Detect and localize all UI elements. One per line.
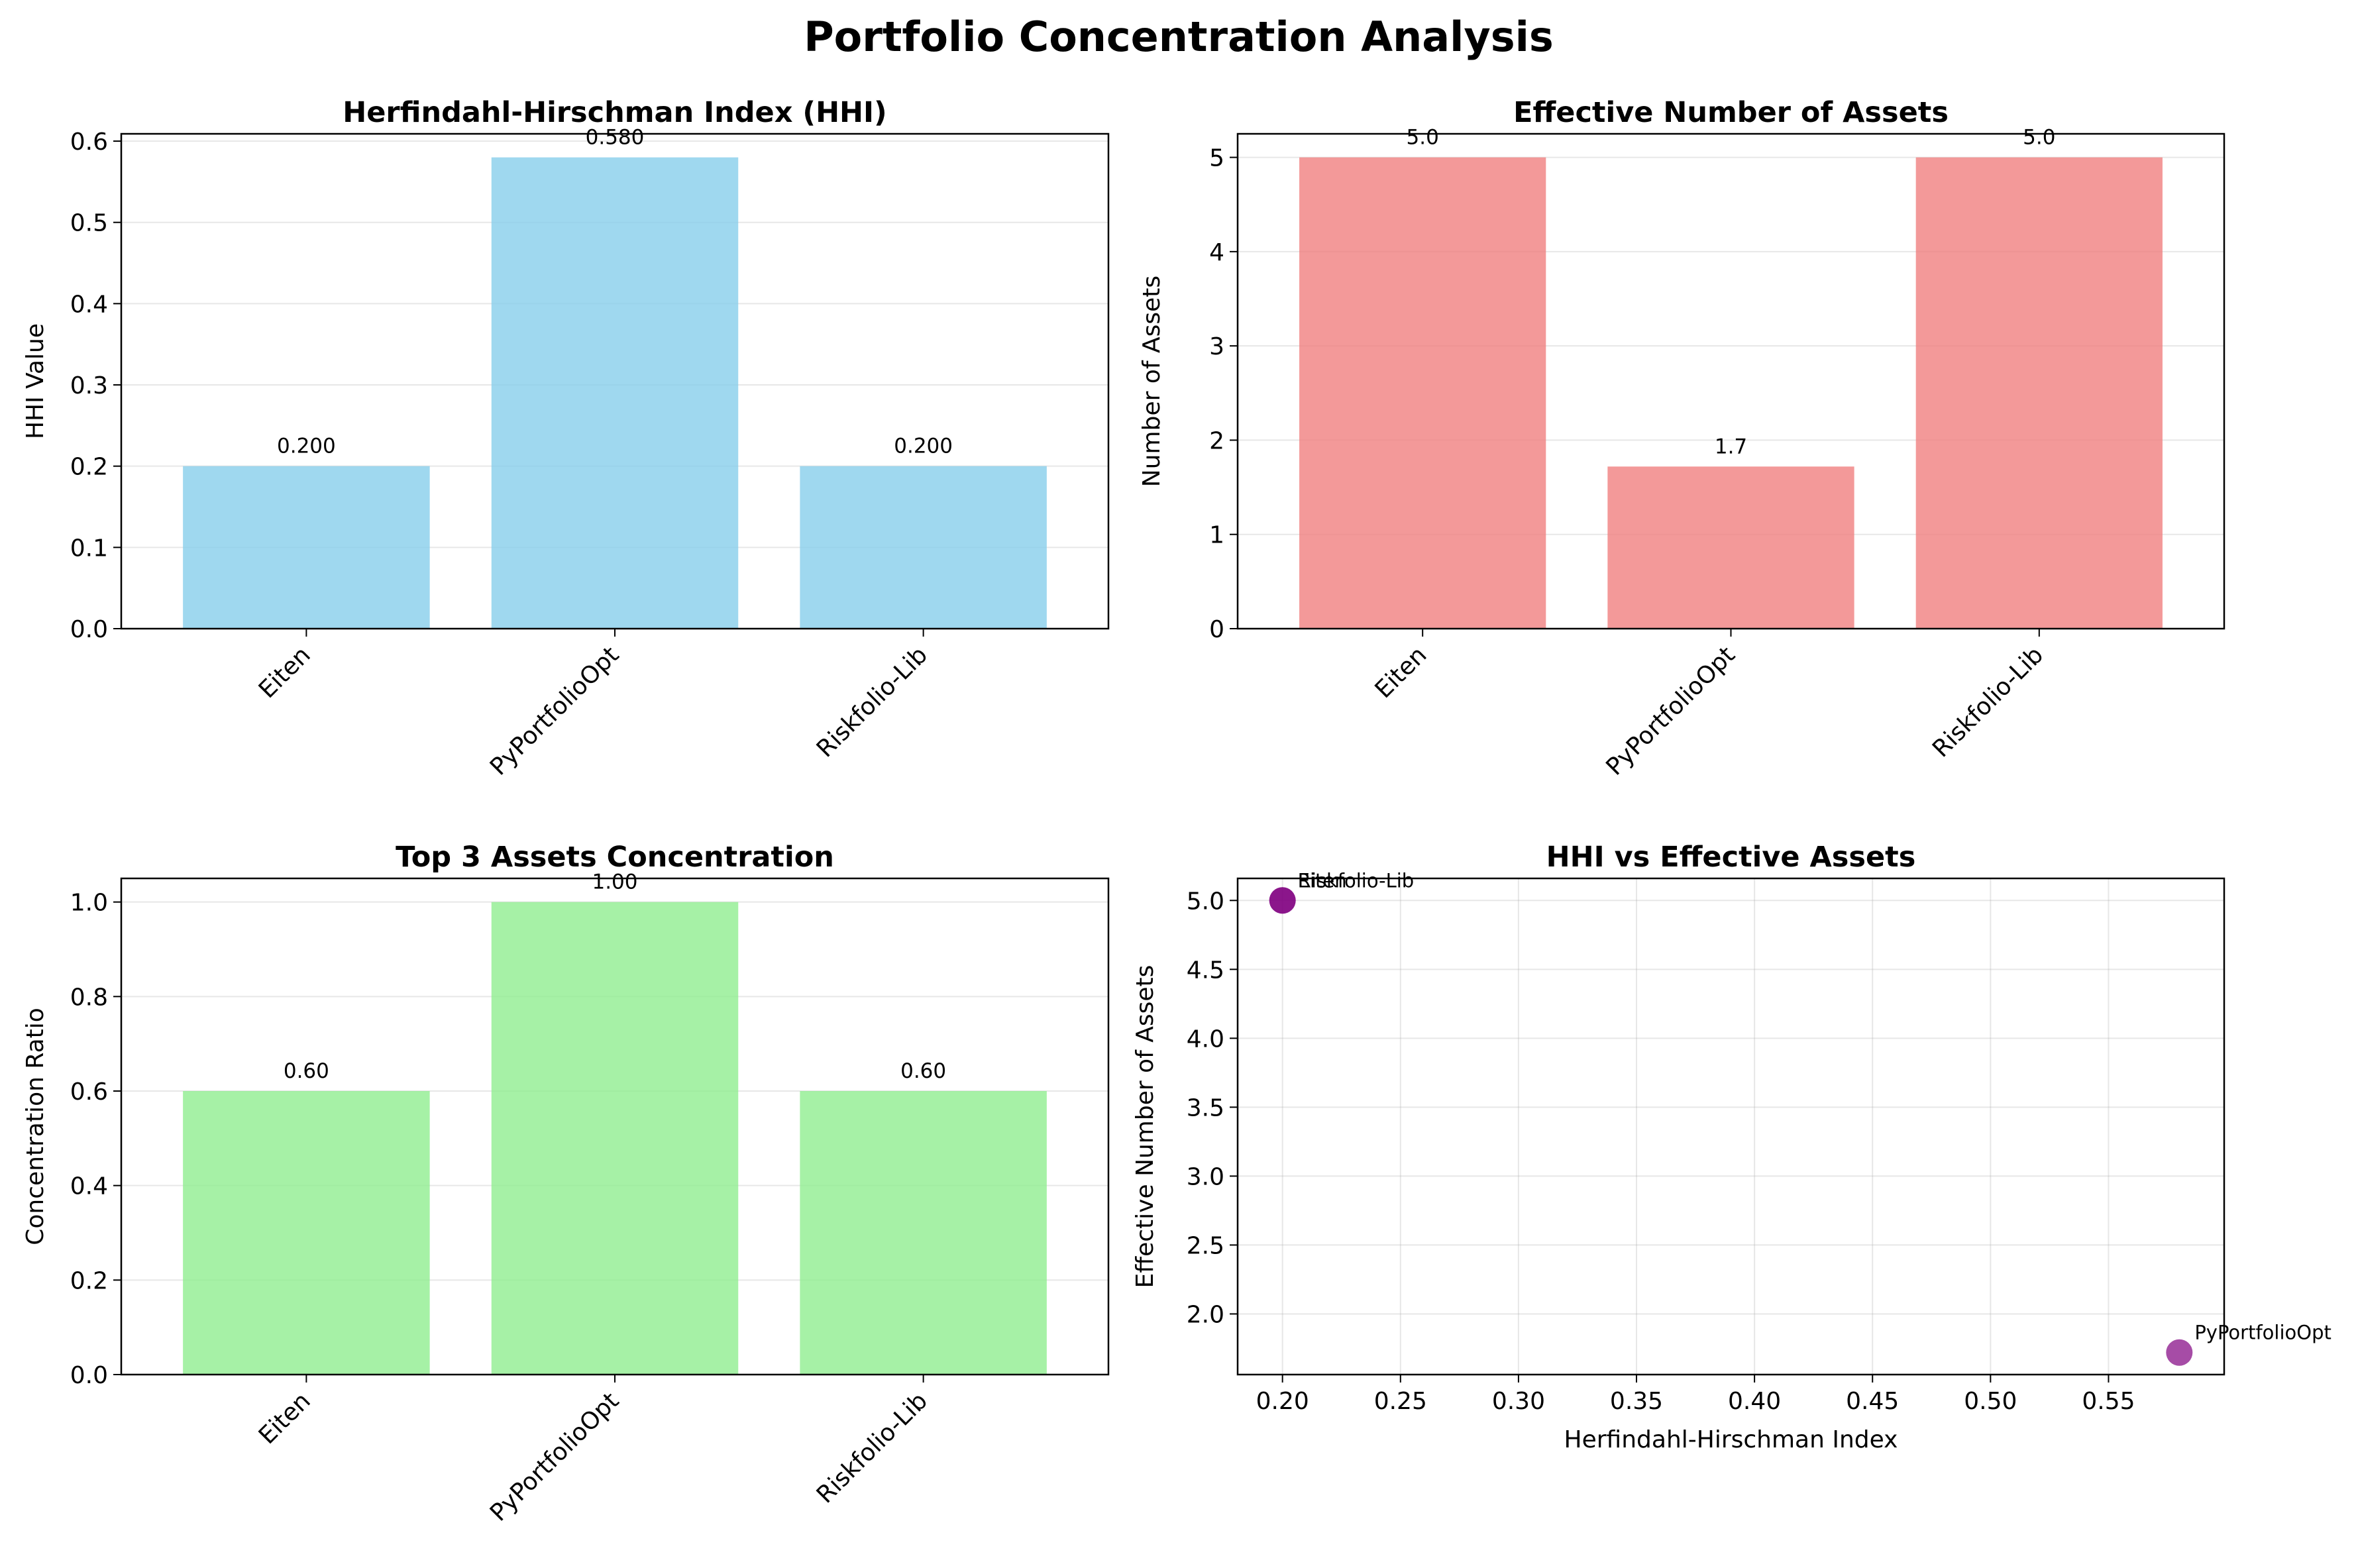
- bar-value-label: 1.7: [1715, 435, 1747, 458]
- chart-title: Top 3 Assets Concentration: [396, 841, 834, 874]
- y-tick-label: 4.5: [1187, 957, 1224, 984]
- y-tick-label: 4.0: [1187, 1025, 1224, 1053]
- bar-eiten: [183, 466, 430, 629]
- y-tick-label: 2.0: [1187, 1301, 1224, 1328]
- bar-eiten: [1299, 157, 1546, 629]
- x-tick-label: Riskfolio-Lib: [1927, 641, 2049, 762]
- x-tick-label: Riskfolio-Lib: [812, 1387, 933, 1508]
- x-tick-label: 0.25: [1374, 1388, 1427, 1415]
- y-tick-label: 0.2: [70, 454, 108, 481]
- bar-value-label: 0.60: [284, 1059, 329, 1083]
- chart-panel-1: 0.0 0.1 0.2 0.3 0.4 0.5 0.6 0.200 Eiten 0.580 PyPo…: [22, 96, 1110, 781]
- x-tick-label: 0.35: [1610, 1388, 1663, 1415]
- y-axis-label: Number of Assets: [1138, 276, 1165, 487]
- chart-panel-2: 0 1 2 3 4 5 5.0 Eiten 1.7 PyPortfolioOpt 5.0 Riskfo…: [1138, 96, 2225, 781]
- chart-title: HHI vs Effective Assets: [1546, 841, 1916, 874]
- bar-value-label: 0.580: [586, 126, 645, 150]
- bar-pyportfolioopt: [491, 157, 739, 629]
- scatter-point-riskfolio-lib: [1269, 887, 1296, 914]
- chart-title: Herfindahl-Hirschman Index (HHI): [343, 96, 886, 129]
- x-tick-label: 0.40: [1728, 1388, 1781, 1415]
- x-tick-label: 0.50: [1964, 1388, 2017, 1415]
- x-axis-label: Herfindahl-Hirschman Index: [1564, 1426, 1898, 1453]
- scatter-point-label: PyPortfolioOpt: [2194, 1322, 2331, 1344]
- y-tick-label: 0.1: [70, 535, 108, 562]
- bar-pyportfolioopt: [491, 902, 739, 1375]
- y-tick-label: 1.0: [70, 890, 108, 917]
- bar-eiten: [183, 1091, 430, 1375]
- y-tick-label: 1: [1209, 522, 1224, 549]
- y-tick-label: 3: [1209, 333, 1224, 360]
- y-tick-label: 0.8: [70, 984, 108, 1011]
- x-tick-label: Eiten: [254, 641, 316, 704]
- chart-title: Effective Number of Assets: [1513, 96, 1949, 129]
- bar-value-label: 5.0: [1407, 126, 1439, 150]
- axes-frame: [120, 132, 1110, 630]
- x-tick-label: 0.20: [1256, 1388, 1309, 1415]
- x-tick-label: 0.45: [1846, 1388, 1899, 1415]
- x-tick-label: Riskfolio-Lib: [812, 641, 933, 762]
- y-tick-label: 4: [1209, 239, 1224, 266]
- y-tick-label: 3.0: [1187, 1163, 1224, 1190]
- x-tick-label: 0.55: [2082, 1388, 2135, 1415]
- y-tick-label: 0.5: [70, 210, 108, 237]
- axes-frame: [1236, 132, 2225, 630]
- panels: 0.00.10.20.30.40.50.60.200Eiten0.580PyPo…: [22, 96, 2331, 1527]
- y-tick-label: 0.0: [70, 1362, 108, 1389]
- y-tick-label: 0: [1209, 616, 1224, 643]
- y-axis-label: Effective Number of Assets: [1132, 965, 1159, 1288]
- y-tick-label: 0.4: [70, 291, 108, 318]
- y-tick-label: 0.4: [70, 1173, 108, 1200]
- x-tick-label: PyPortfolioOpt: [485, 1387, 624, 1526]
- figure-title: Portfolio Concentration Analysis: [804, 13, 1554, 61]
- x-tick-label: Eiten: [254, 1387, 316, 1449]
- x-tick-label: PyPortfolioOpt: [1601, 641, 1741, 780]
- bar-value-label: 0.60: [900, 1059, 946, 1083]
- scatter-point-pyportfolioopt: [2166, 1339, 2193, 1366]
- bar-value-label: 1.00: [592, 870, 637, 894]
- plot-area: [1238, 878, 2224, 1375]
- y-axis-label: Concentration Ratio: [22, 1008, 49, 1245]
- bar-value-label: 0.200: [277, 435, 336, 458]
- axes-frame: [120, 877, 1110, 1376]
- bar-value-label: 5.0: [2023, 126, 2055, 150]
- x-tick-label: 0.30: [1492, 1388, 1545, 1415]
- scatter-point-label: Eiten: [1298, 869, 1347, 892]
- y-tick-label: 0.0: [70, 616, 108, 643]
- bar-pyportfolioopt: [1607, 466, 1854, 629]
- y-tick-label: 2: [1209, 427, 1224, 454]
- axes-frame: [1236, 877, 2225, 1376]
- x-tick-label: Eiten: [1370, 641, 1432, 704]
- y-tick-label: 0.6: [70, 1078, 108, 1106]
- bar-value-label: 0.200: [894, 435, 953, 458]
- y-tick-label: 5.0: [1187, 888, 1224, 915]
- bar-riskfolio-lib: [800, 1091, 1047, 1375]
- y-tick-label: 0.3: [70, 372, 108, 399]
- chart-panel-3: 0.0 0.2 0.4 0.6 0.8 1.0 0.60 Eiten 1.00 PyPortfol…: [22, 841, 1110, 1527]
- y-tick-label: 3.5: [1187, 1094, 1224, 1122]
- y-tick-label: 2.5: [1187, 1232, 1224, 1259]
- y-tick-label: 5: [1209, 145, 1224, 172]
- bar-riskfolio-lib: [1915, 157, 2163, 629]
- x-tick-label: PyPortfolioOpt: [485, 641, 624, 780]
- chart-panel-4: 2.0 2.5 3.0 3.5 4.0 4.5 5.0 0.20 0.25 0.30 0.35 0.4…: [1132, 841, 2331, 1453]
- scatter-point-label: Riskfolio-Lib: [1298, 869, 1415, 892]
- y-tick-label: 0.2: [70, 1267, 108, 1294]
- y-axis-label: HHI Value: [22, 323, 49, 439]
- y-tick-label: 0.6: [70, 129, 108, 156]
- bar-riskfolio-lib: [800, 466, 1047, 629]
